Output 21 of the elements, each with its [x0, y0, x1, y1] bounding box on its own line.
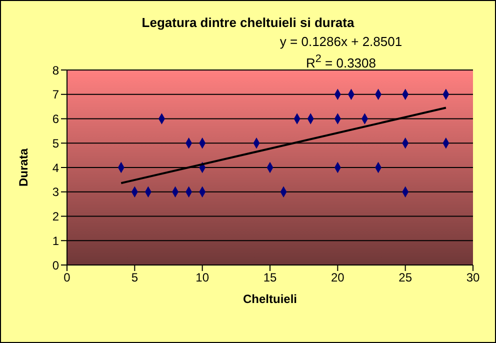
x-axis-title: Cheltuieli	[242, 292, 298, 306]
y-tick-label: 8	[52, 63, 60, 78]
y-tick-label: 2	[52, 210, 60, 224]
x-tick-label: 30	[466, 270, 480, 285]
x-tick-label: 20	[330, 270, 345, 285]
x-tick-label: 0	[64, 270, 71, 285]
x-tick-label: 15	[263, 270, 277, 285]
chart-title: Legatura dintre cheltuieli si durata	[140, 15, 356, 30]
annotation: R$^{2}$ = 0.3308	[305, 52, 377, 72]
y-tick-label: 1	[52, 234, 60, 248]
x-tick-label: 10	[196, 270, 210, 285]
y-tick-label: 4	[52, 160, 60, 175]
y-axis-title: Durata	[16, 148, 30, 187]
y-tick-label: 7	[52, 88, 60, 102]
x-tick-label: 25	[398, 270, 412, 285]
y-tick-label: 0	[52, 258, 60, 272]
y-tick-label: 5	[52, 136, 60, 150]
text: y = 0.1286x + 2.8501	[278, 34, 404, 50]
y-tick-label: 6	[52, 112, 60, 126]
x-tick-label: 5	[131, 270, 138, 285]
y-tick-label: 3	[52, 185, 60, 200]
